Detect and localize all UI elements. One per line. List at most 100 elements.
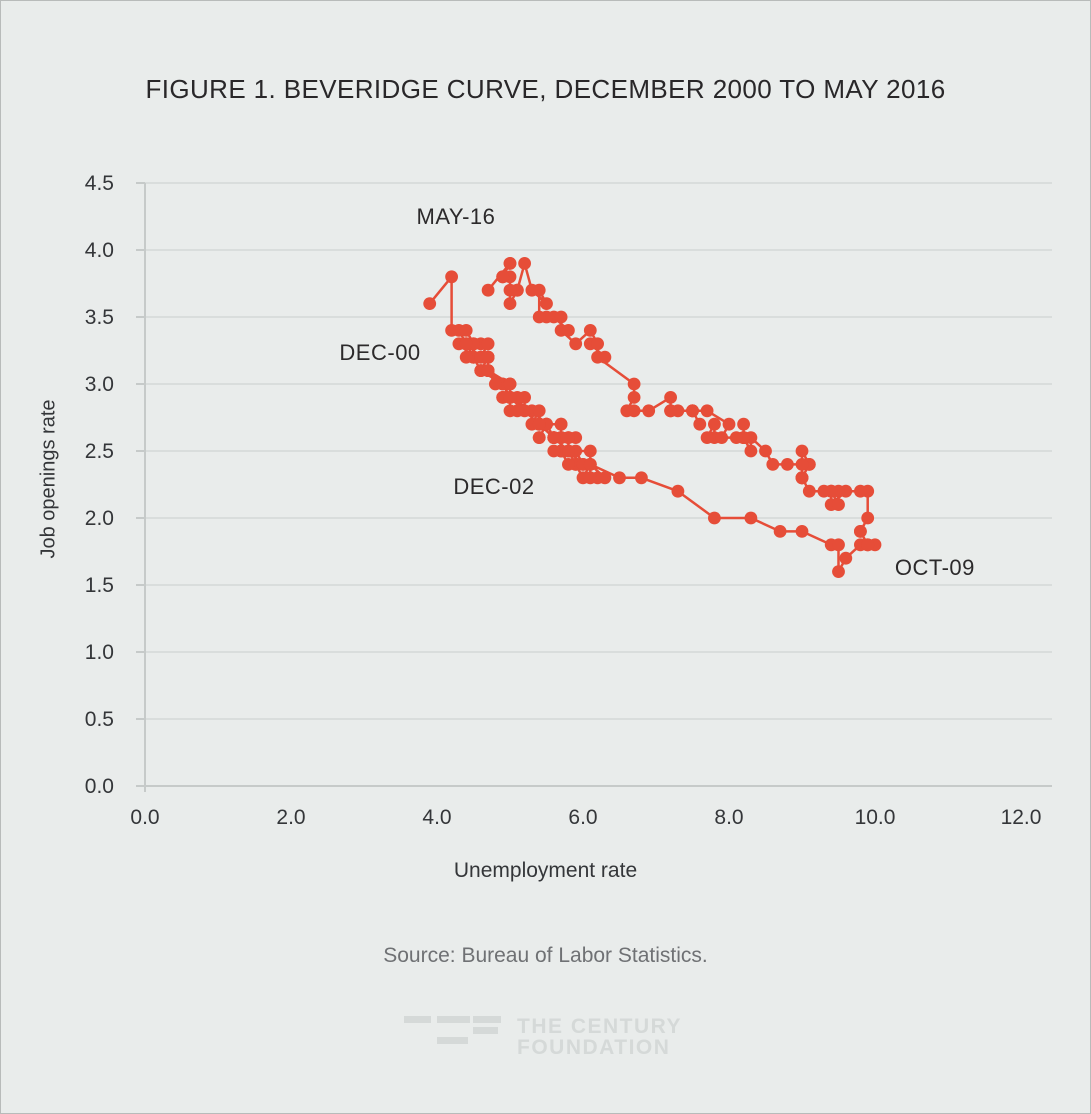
data-point — [802, 484, 816, 498]
data-point — [503, 404, 517, 418]
data-point — [583, 324, 597, 337]
y-tick-label: 4.0 — [85, 239, 114, 262]
y-tick-label: 0.0 — [85, 775, 114, 798]
data-point — [554, 310, 568, 324]
data-point — [459, 350, 473, 364]
figure-title: FIGURE 1. BEVERIDGE CURVE, DECEMBER 2000… — [145, 74, 946, 104]
y-tick-label: 2.5 — [85, 440, 114, 463]
data-point — [635, 471, 648, 485]
data-point — [481, 337, 495, 351]
chart-annotation-dec-02: DEC-02 — [453, 474, 535, 500]
data-point — [613, 471, 626, 485]
data-point — [744, 511, 758, 525]
x-tick-label: 12.0 — [1001, 806, 1042, 829]
data-point — [795, 444, 809, 458]
data-point — [489, 377, 502, 391]
data-point — [562, 324, 575, 337]
data-point — [861, 538, 875, 552]
data-point — [627, 391, 641, 404]
y-tick-label: 3.5 — [85, 306, 114, 329]
y-tick-label: 0.5 — [85, 708, 114, 731]
y-tick-label: 2.0 — [85, 507, 114, 530]
data-point — [532, 404, 546, 418]
data-point — [598, 350, 612, 364]
data-point — [620, 404, 634, 418]
data-point — [583, 471, 597, 485]
data-point — [562, 458, 575, 471]
tcf-logo-icon — [404, 1016, 501, 1044]
data-point — [547, 431, 561, 444]
y-tick-label: 3.0 — [85, 373, 114, 396]
x-tick-label: 2.0 — [276, 806, 305, 829]
chart-annotation-may-16: MAY-16 — [416, 203, 496, 229]
x-axis-label: Unemployment rate — [453, 859, 638, 882]
y-tick-label: 4.5 — [85, 172, 114, 195]
data-point — [583, 458, 597, 471]
tcf-logo-line1: THE CENTURY — [517, 1015, 683, 1038]
x-tick-label: 0.0 — [130, 806, 159, 829]
tcf-logo: THE CENTURY FOUNDATION — [404, 1014, 682, 1058]
data-point — [503, 283, 517, 297]
x-tick-label: 4.0 — [422, 806, 451, 829]
data-point — [861, 511, 875, 525]
source-text: Source: Bureau of Labor Statistics. — [383, 944, 708, 967]
data-point — [532, 431, 546, 444]
data-point — [671, 484, 685, 498]
data-point — [729, 431, 743, 444]
data-point — [700, 431, 714, 444]
data-point — [532, 310, 546, 324]
data-point — [562, 444, 575, 458]
data-point — [518, 257, 531, 270]
data-point — [832, 498, 845, 511]
x-tick-label: 8.0 — [714, 806, 743, 829]
data-point — [708, 417, 721, 431]
data-point — [795, 525, 809, 538]
y-tick-label: 1.5 — [85, 574, 114, 597]
data-point — [503, 377, 517, 391]
data-point — [642, 404, 656, 418]
data-point — [503, 391, 517, 404]
data-point — [664, 391, 677, 404]
data-point — [693, 417, 707, 431]
data-point — [554, 417, 568, 431]
data-point — [737, 417, 750, 431]
data-point — [591, 337, 604, 351]
series-line — [428, 262, 877, 573]
data-point — [715, 431, 729, 444]
data-point — [583, 444, 597, 458]
data-point — [795, 458, 809, 471]
chart-annotation-oct-09: OCT-09 — [894, 554, 975, 580]
data-point — [839, 551, 853, 565]
data-point — [854, 484, 867, 498]
tcf-logo-line2: FOUNDATION — [517, 1036, 671, 1059]
data-point — [481, 283, 495, 297]
data-point — [854, 525, 867, 538]
data-point — [569, 337, 583, 351]
data-point — [708, 511, 721, 525]
data-point — [664, 404, 677, 418]
chart-annotation-dec-00: DEC-00 — [339, 340, 421, 366]
data-point — [832, 538, 845, 552]
data-point — [525, 283, 539, 297]
data-point — [481, 364, 495, 377]
data-point — [547, 444, 561, 458]
data-point — [627, 377, 641, 391]
data-point — [817, 484, 831, 498]
data-point — [759, 444, 772, 458]
tcf-logo-text: THE CENTURY FOUNDATION — [517, 1016, 682, 1058]
data-point — [503, 297, 517, 310]
data-point — [744, 444, 758, 458]
data-point — [423, 297, 437, 310]
x-tick-label: 10.0 — [855, 806, 896, 829]
data-point — [459, 337, 473, 351]
y-axis-label: Job openings rate — [37, 399, 60, 559]
data-point — [700, 404, 714, 418]
data-point — [781, 458, 794, 471]
data-point — [540, 297, 553, 310]
data-point — [481, 350, 495, 364]
data-point — [722, 417, 736, 431]
data-point — [503, 257, 517, 270]
data-point — [766, 458, 780, 471]
